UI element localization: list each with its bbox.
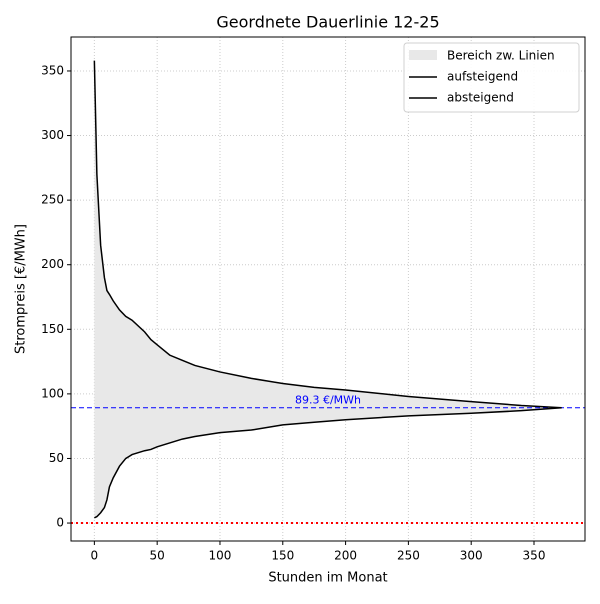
y-tick-label: 300 (41, 128, 64, 142)
y-axis-label: Strompreis [€/MWh] (14, 224, 29, 354)
x-tick-label: 350 (523, 549, 546, 563)
y-tick-label: 0 (56, 516, 64, 530)
y-tick-label: 200 (41, 257, 64, 271)
line (94, 406, 562, 519)
y-tick-label: 350 (41, 63, 64, 77)
reference-label: 89.3 €/MWh (295, 394, 361, 407)
x-tick-label: 100 (209, 549, 232, 563)
legend-label: aufsteigend (447, 70, 518, 84)
fill-between (94, 60, 562, 518)
line (93, 60, 562, 409)
x-axis-label: Stunden im Monat (268, 571, 387, 586)
x-tick-label: 0 (91, 549, 99, 563)
x-tick-label: 250 (397, 549, 420, 563)
legend-swatch (409, 50, 437, 60)
chart-title: Geordnete Dauerlinie 12-25 (216, 13, 439, 32)
x-tick-label: 200 (334, 549, 357, 563)
x-tick-label: 50 (150, 549, 165, 563)
legend-label: Bereich zw. Linien (447, 49, 555, 63)
y-tick-label: 250 (41, 193, 64, 207)
y-tick-label: 50 (49, 451, 64, 465)
legend-label: absteigend (447, 91, 514, 105)
plot-frame (70, 36, 586, 542)
y-tick-label: 150 (41, 322, 64, 336)
y-tick-label: 100 (41, 386, 64, 400)
x-tick-label: 300 (460, 549, 483, 563)
x-tick-label: 150 (271, 549, 294, 563)
legend-box (403, 42, 580, 113)
